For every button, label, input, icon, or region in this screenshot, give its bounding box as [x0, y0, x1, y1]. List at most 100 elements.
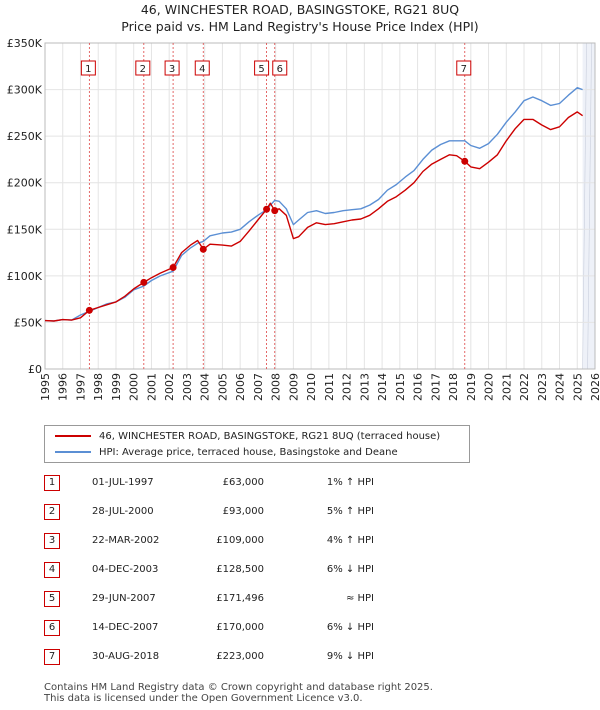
sale-price: £109,000 [216, 535, 264, 546]
x-tick-label: 1996 [57, 373, 70, 401]
sale-marker-label: 6 [277, 64, 283, 75]
x-tick-label: 2022 [518, 373, 531, 401]
legend-item-property: 46, WINCHESTER ROAD, BASINGSTOKE, RG21 8… [55, 428, 440, 444]
projection-hatch [587, 42, 592, 370]
sale-point [140, 278, 148, 286]
sale-price: £170,000 [216, 622, 264, 633]
legend-label-hpi: HPI: Average price, terraced house, Basi… [99, 446, 398, 458]
legend-swatch-property [55, 435, 91, 437]
y-tick-label: £200K [7, 177, 43, 190]
chart-title-line1: 46, WINCHESTER ROAD, BASINGSTOKE, RG21 8… [140, 2, 460, 17]
footer: Contains HM Land Registry data © Crown c… [44, 682, 433, 704]
x-tick-label: 1995 [39, 373, 52, 401]
sale-number: 2 [44, 504, 60, 520]
x-tick-label: 2009 [287, 373, 300, 401]
sale-point [169, 263, 177, 271]
x-tick-label: 2024 [554, 373, 567, 401]
sale-marker-box [456, 60, 472, 76]
x-tick-label: 2002 [163, 373, 176, 401]
y-tick-label: £100K [7, 270, 43, 283]
price-chart: £0 £50K £100K £150K £200K £250K £300K £350K 1995… [7, 37, 600, 401]
legend-label-property: 46, WINCHESTER ROAD, BASINGSTOKE, RG21 8… [99, 430, 441, 442]
sale-row: 5 29-JUN-2007 £171,496 ≈ HPI [44, 591, 444, 609]
projection-hatch [582, 42, 587, 370]
sale-hpi-diff: ≈ HPI [345, 593, 374, 604]
sale-row: 1 01-JUL-1997 £63,000 1% ↑ HPI [44, 475, 444, 493]
sale-date: 14-DEC-2007 [92, 622, 159, 633]
sale-hpi-diff: 6% ↓ HPI [326, 564, 374, 575]
x-tick-label: 2012 [341, 373, 354, 401]
sale-date: 04-DEC-2003 [92, 564, 159, 575]
y-tick-label: £250K [7, 130, 43, 143]
x-tick-label: 2003 [181, 373, 194, 401]
sale-date: 01-JUL-1997 [92, 477, 154, 488]
sale-hpi-diff: 9% ↓ HPI [326, 651, 374, 662]
x-tick-label: 2001 [145, 373, 158, 401]
chart-title-line2: Price paid vs. HM Land Registry's House … [121, 19, 479, 34]
chart-legend: 46, WINCHESTER ROAD, BASINGSTOKE, RG21 8… [44, 425, 470, 463]
x-tick-label: 2004 [199, 373, 212, 401]
x-tick-label: 2023 [536, 373, 549, 401]
sale-marker-box [80, 60, 96, 76]
sale-number: 6 [44, 620, 60, 636]
sale-price: £63,000 [222, 477, 264, 488]
x-tick-label: 2007 [252, 373, 265, 401]
x-tick-label: 1997 [74, 373, 87, 401]
x-tick-label: 2026 [589, 373, 600, 401]
sale-marker-box [135, 60, 151, 76]
sale-number: 7 [44, 649, 60, 665]
y-tick-label: £50K [14, 316, 43, 329]
sale-row: 2 28-JUL-2000 £93,000 5% ↑ HPI [44, 504, 444, 522]
y-tick-label: £150K [7, 223, 43, 236]
x-tick-label: 2006 [234, 373, 247, 401]
property-price-line [44, 111, 584, 322]
x-tick-label: 2005 [216, 373, 229, 401]
x-tick-label: 2000 [128, 373, 141, 401]
sale-hpi-diff: 6% ↓ HPI [326, 622, 374, 633]
sale-point [263, 205, 271, 213]
sale-hpi-diff: 5% ↑ HPI [326, 506, 374, 517]
sale-date: 30-AUG-2018 [92, 651, 160, 662]
plot-frame [44, 42, 596, 370]
sale-row: 3 22-MAR-2002 £109,000 4% ↑ HPI [44, 533, 444, 551]
x-tick-label: 2018 [447, 373, 460, 401]
sale-point [461, 157, 469, 165]
sale-date: 22-MAR-2002 [92, 535, 160, 546]
sale-marker-label: 1 [85, 64, 91, 75]
sale-number: 3 [44, 533, 60, 549]
sale-number: 5 [44, 591, 60, 607]
sale-marker-label: 2 [140, 64, 146, 75]
sale-marker-label: 4 [199, 64, 205, 75]
x-tick-label: 2016 [412, 373, 425, 401]
legend-item-hpi: HPI: Average price, terraced house, Basi… [55, 444, 398, 460]
sale-date: 28-JUL-2000 [92, 506, 154, 517]
sale-marker-label: 5 [258, 64, 264, 75]
sale-hpi-diff: 1% ↑ HPI [326, 477, 374, 488]
x-tick-label: 2017 [429, 373, 442, 401]
x-tick-label: 2011 [323, 373, 336, 401]
footer-licence: This data is licensed under the Open Gov… [44, 693, 363, 704]
sale-number: 1 [44, 475, 60, 491]
sale-row: 7 30-AUG-2018 £223,000 9% ↓ HPI [44, 649, 444, 667]
plot-background [45, 43, 595, 369]
x-tick-label: 1999 [110, 373, 123, 401]
sale-number: 4 [44, 562, 60, 578]
sale-marker-box [194, 60, 210, 76]
sale-row: 4 04-DEC-2003 £128,500 6% ↓ HPI [44, 562, 444, 580]
sale-point [85, 306, 93, 314]
x-tick-label: 2025 [571, 373, 584, 401]
x-tick-label: 2019 [465, 373, 478, 401]
y-tick-label: £0 [28, 363, 42, 376]
sale-price: £223,000 [216, 651, 264, 662]
sale-marker-box [254, 60, 270, 76]
x-tick-label: 2010 [305, 373, 318, 401]
x-tick-label: 2015 [394, 373, 407, 401]
x-tick-label: 2013 [358, 373, 371, 401]
sale-marker-box [164, 60, 180, 76]
x-tick-label: 2008 [270, 373, 283, 401]
hpi-line [44, 87, 583, 322]
sale-date: 29-JUN-2007 [92, 593, 156, 604]
x-tick-label: 2020 [483, 373, 496, 401]
x-tick-label: 1998 [92, 373, 105, 401]
sale-price: £171,496 [216, 593, 264, 604]
